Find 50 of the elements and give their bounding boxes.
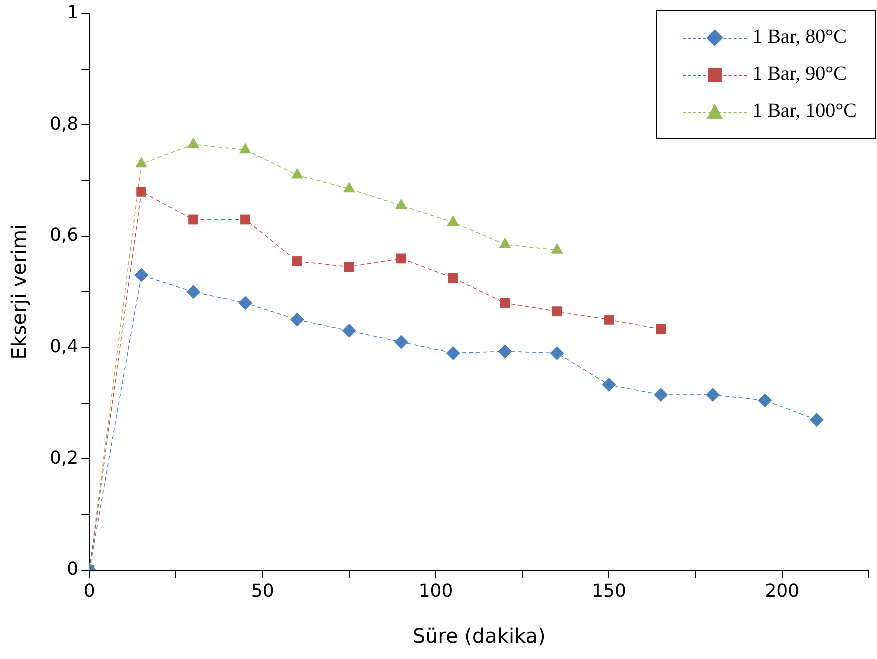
point	[343, 182, 356, 193]
point	[551, 243, 564, 254]
point	[292, 256, 302, 266]
point	[136, 186, 147, 197]
y-tick-label: 0,4	[50, 336, 79, 358]
point	[552, 306, 562, 317]
point	[656, 324, 666, 334]
point	[239, 143, 252, 154]
point	[602, 378, 616, 392]
x-tick-label: 0	[84, 580, 96, 602]
point	[240, 214, 250, 225]
point	[498, 344, 512, 359]
x-tick-label: 200	[765, 580, 800, 602]
point	[394, 335, 408, 350]
legend-label: 1 Bar, 100°C	[752, 100, 857, 123]
point	[500, 298, 510, 308]
point	[758, 394, 772, 408]
legend-label: 1 Bar, 90°C	[752, 63, 847, 86]
point	[395, 198, 408, 210]
point	[187, 138, 200, 148]
point	[706, 388, 720, 402]
point	[342, 324, 356, 338]
point	[186, 285, 201, 300]
point	[396, 254, 406, 264]
point	[499, 238, 512, 248]
point	[291, 168, 304, 179]
point	[238, 296, 252, 310]
point	[446, 346, 460, 360]
point	[604, 314, 614, 325]
point	[134, 268, 149, 282]
y-tick-label: 0,6	[50, 225, 79, 246]
point	[550, 346, 564, 360]
point	[447, 216, 460, 226]
x-axis-title: Süre (dakika)	[412, 624, 546, 648]
point	[290, 312, 304, 327]
y-axis-title: Ekserji verimi	[7, 224, 32, 360]
y-tick-label: 0,2	[50, 448, 79, 469]
point	[188, 214, 198, 225]
point	[448, 273, 458, 284]
x-tick-label: 100	[418, 580, 454, 602]
point	[654, 388, 668, 402]
point	[344, 262, 354, 272]
x-tick-label: 50	[251, 580, 274, 602]
x-tick-label: 150	[592, 580, 626, 602]
legend-label: 1 Bar, 80°C	[752, 26, 847, 49]
y-tick-label: 0	[67, 559, 79, 580]
point	[810, 413, 824, 428]
point	[136, 157, 148, 168]
y-tick-label: 1	[67, 2, 79, 24]
y-tick-label: 0,8	[50, 114, 79, 135]
